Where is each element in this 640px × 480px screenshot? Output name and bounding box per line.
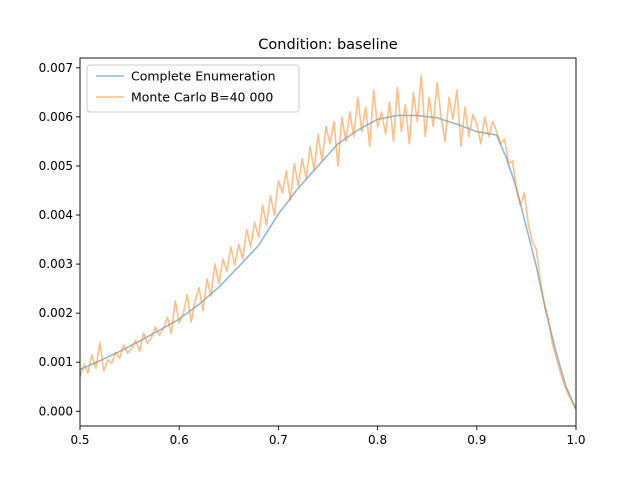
x-tick-label: 1.0 xyxy=(566,433,585,447)
y-tick-label: 0.005 xyxy=(39,159,73,173)
x-tick-label: 0.7 xyxy=(269,433,288,447)
x-tick-label: 0.6 xyxy=(170,433,189,447)
series-line-2 xyxy=(79,74,577,410)
plot-area xyxy=(80,58,576,426)
y-tick-label: 0.007 xyxy=(39,61,73,75)
x-tick-label: 0.9 xyxy=(467,433,486,447)
series-layer xyxy=(79,74,577,410)
axes-layer: 0.5 0.6 0.7 0.8 0.9 1.0 0.000 0.001 0.002 0.003 0.… xyxy=(39,57,586,447)
x-tick-label: 0.5 xyxy=(70,433,89,447)
legend-box xyxy=(86,64,300,113)
legend: Complete Enumeration Monte Carlo B=40 000 xyxy=(86,64,300,113)
y-tick-label: 0.004 xyxy=(39,208,73,222)
x-tick-label: 0.8 xyxy=(368,433,387,447)
y-tick-label: 0.000 xyxy=(39,404,73,418)
legend-label: Monte Carlo B=40 000 xyxy=(131,90,273,105)
y-tick-label: 0.001 xyxy=(39,355,73,369)
legend-label: Complete Enumeration xyxy=(131,69,276,84)
y-tick-label: 0.002 xyxy=(39,306,73,320)
y-tick-label: 0.006 xyxy=(39,110,73,124)
axes-frame xyxy=(79,57,577,427)
y-tick-label: 0.003 xyxy=(39,257,73,271)
chart-title: Condition: baseline xyxy=(258,37,398,53)
